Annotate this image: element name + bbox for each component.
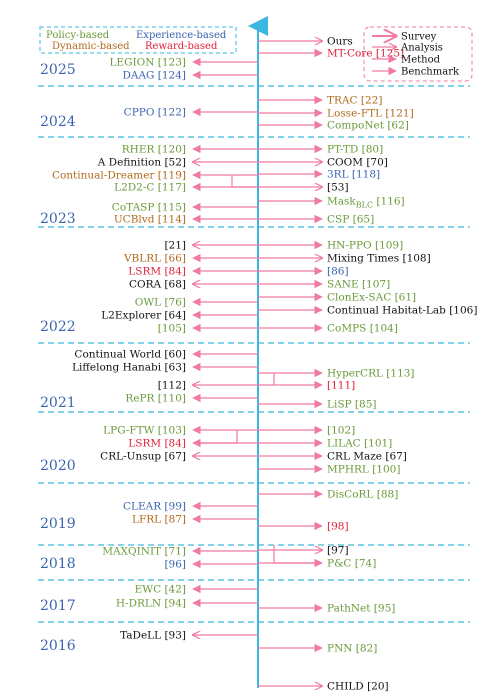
entry-label: MT-Core [125] — [327, 48, 404, 60]
entry-label: MAXQINIT [71] — [102, 546, 186, 558]
entry-label: P&C [74] — [327, 558, 376, 570]
entry-label: PathNet [95] — [327, 603, 395, 615]
entry-label: COOM [70] — [327, 157, 388, 169]
entry-label: ClonEx-SAC [61] — [327, 292, 416, 304]
entry-label: Continual-Dreamer [119] — [52, 170, 186, 182]
entry-label: A Definition [52] — [97, 157, 186, 169]
entry-label: MaskBLC [116] — [327, 196, 405, 210]
year-label: 2017 — [40, 598, 76, 614]
type-legend-label-survey: Survey — [401, 32, 437, 43]
entry-label: [98] — [327, 521, 349, 533]
entry-label: CoTASP [115] — [112, 202, 186, 214]
entry-label: CoMPS [104] — [327, 323, 398, 335]
entry-label: LILAC [101] — [327, 438, 392, 450]
category-legend-item-experience: Experience-based — [136, 30, 227, 41]
entry-label: Mixing Times [108] — [327, 253, 431, 265]
entry-label: CRL-Unsup [67] — [100, 451, 186, 463]
entry-label: 3RL [118] — [327, 169, 380, 181]
type-legend-label-method: Method — [401, 55, 441, 66]
entry-label: SANE [107] — [327, 279, 390, 291]
type-legend-label-benchmark: Benchmark — [401, 67, 460, 78]
entry-label: [105] — [158, 323, 186, 335]
year-label: 2018 — [40, 556, 76, 572]
entry-label: LPG-FTW [103] — [103, 425, 186, 437]
type-legend-box — [363, 26, 473, 82]
entry-label: LSRM [84] — [128, 266, 186, 278]
entry-label: MPHRL [100] — [327, 464, 400, 476]
entry-label: [112] — [158, 380, 186, 392]
entry-label: DisCoRL [88] — [327, 489, 398, 501]
entry-label: Losse-FTL [121] — [327, 108, 414, 120]
entry-label-main: Mask — [327, 196, 356, 208]
entry-label: [96] — [164, 559, 186, 571]
entry-label-tail: [116] — [373, 196, 405, 208]
entry-label: RePR [110] — [125, 393, 186, 405]
entry-label: LiSP [85] — [327, 399, 376, 411]
entry-label: LFRL [87] — [132, 514, 186, 526]
entry-label: Continual Habitat-Lab [106] — [327, 305, 477, 317]
entry-label: L2Explorer [64] — [101, 310, 186, 322]
entry-label: H-DRLN [94] — [116, 598, 186, 610]
entry-label: CHILD [20] — [327, 681, 389, 693]
year-label: 2023 — [40, 211, 76, 227]
entry-label: CRL Maze [67] — [327, 451, 407, 463]
year-label: 2024 — [40, 114, 76, 130]
entry-label-sub: BLC — [356, 201, 373, 210]
category-legend-item-dynamic: Dynamic-based — [52, 41, 130, 52]
entry-label: CPPO [122] — [124, 107, 186, 119]
category-legend-item-reward: Reward-based — [145, 41, 218, 52]
entry-label: CSP [65] — [327, 214, 374, 226]
type-legend-label-analysis: Analysis — [400, 43, 443, 54]
entry-label: PNN [82] — [327, 643, 377, 655]
entry-label: [86] — [327, 266, 349, 278]
entry-label: PT-TD [80] — [327, 144, 383, 156]
entry-label: HN-PPO [109] — [327, 240, 403, 252]
entry-label: [102] — [327, 425, 355, 437]
entry-label: LEGION [123] — [109, 57, 186, 69]
category-legend-item-policy: Policy-based — [46, 30, 110, 41]
entry-label: Ours — [327, 36, 353, 48]
entry-label: Liffelong Hanabi [63] — [72, 362, 186, 374]
entry-label: [111] — [327, 380, 355, 392]
entry-label: [21] — [164, 240, 186, 252]
year-label: 2021 — [40, 395, 76, 411]
entry-label: TRAC [22] — [327, 95, 382, 107]
year-label: 2022 — [40, 319, 76, 335]
entry-label: UCBlvd [114] — [114, 214, 186, 226]
year-label: 2016 — [40, 638, 76, 654]
entry-label: DAAG [124] — [122, 70, 186, 82]
entry-label: CLEAR [99] — [123, 501, 186, 513]
entry-label: EWC [42] — [135, 584, 186, 596]
year-label: 2025 — [40, 62, 76, 78]
entry-label: VBLRL [66] — [123, 253, 186, 265]
entry-label: OWL [76] — [135, 297, 186, 309]
entry-label: CompoNet [62] — [327, 120, 409, 132]
entry-label: [97] — [327, 545, 349, 557]
entry-label: HyperCRL [113] — [327, 368, 415, 380]
year-label: 2020 — [40, 458, 76, 474]
entry-label: Continual World [60] — [74, 349, 186, 361]
entry-label: L2D2-C [117] — [114, 182, 186, 194]
entry-label: CORA [68] — [129, 279, 186, 291]
entry-label: [53] — [327, 182, 349, 194]
year-label: 2019 — [40, 516, 76, 532]
category-legend-box — [39, 26, 237, 54]
entry-label: RHER [120] — [122, 144, 186, 156]
entry-label: LSRM [84] — [128, 438, 186, 450]
entry-label: TaDeLL [93] — [120, 630, 186, 642]
